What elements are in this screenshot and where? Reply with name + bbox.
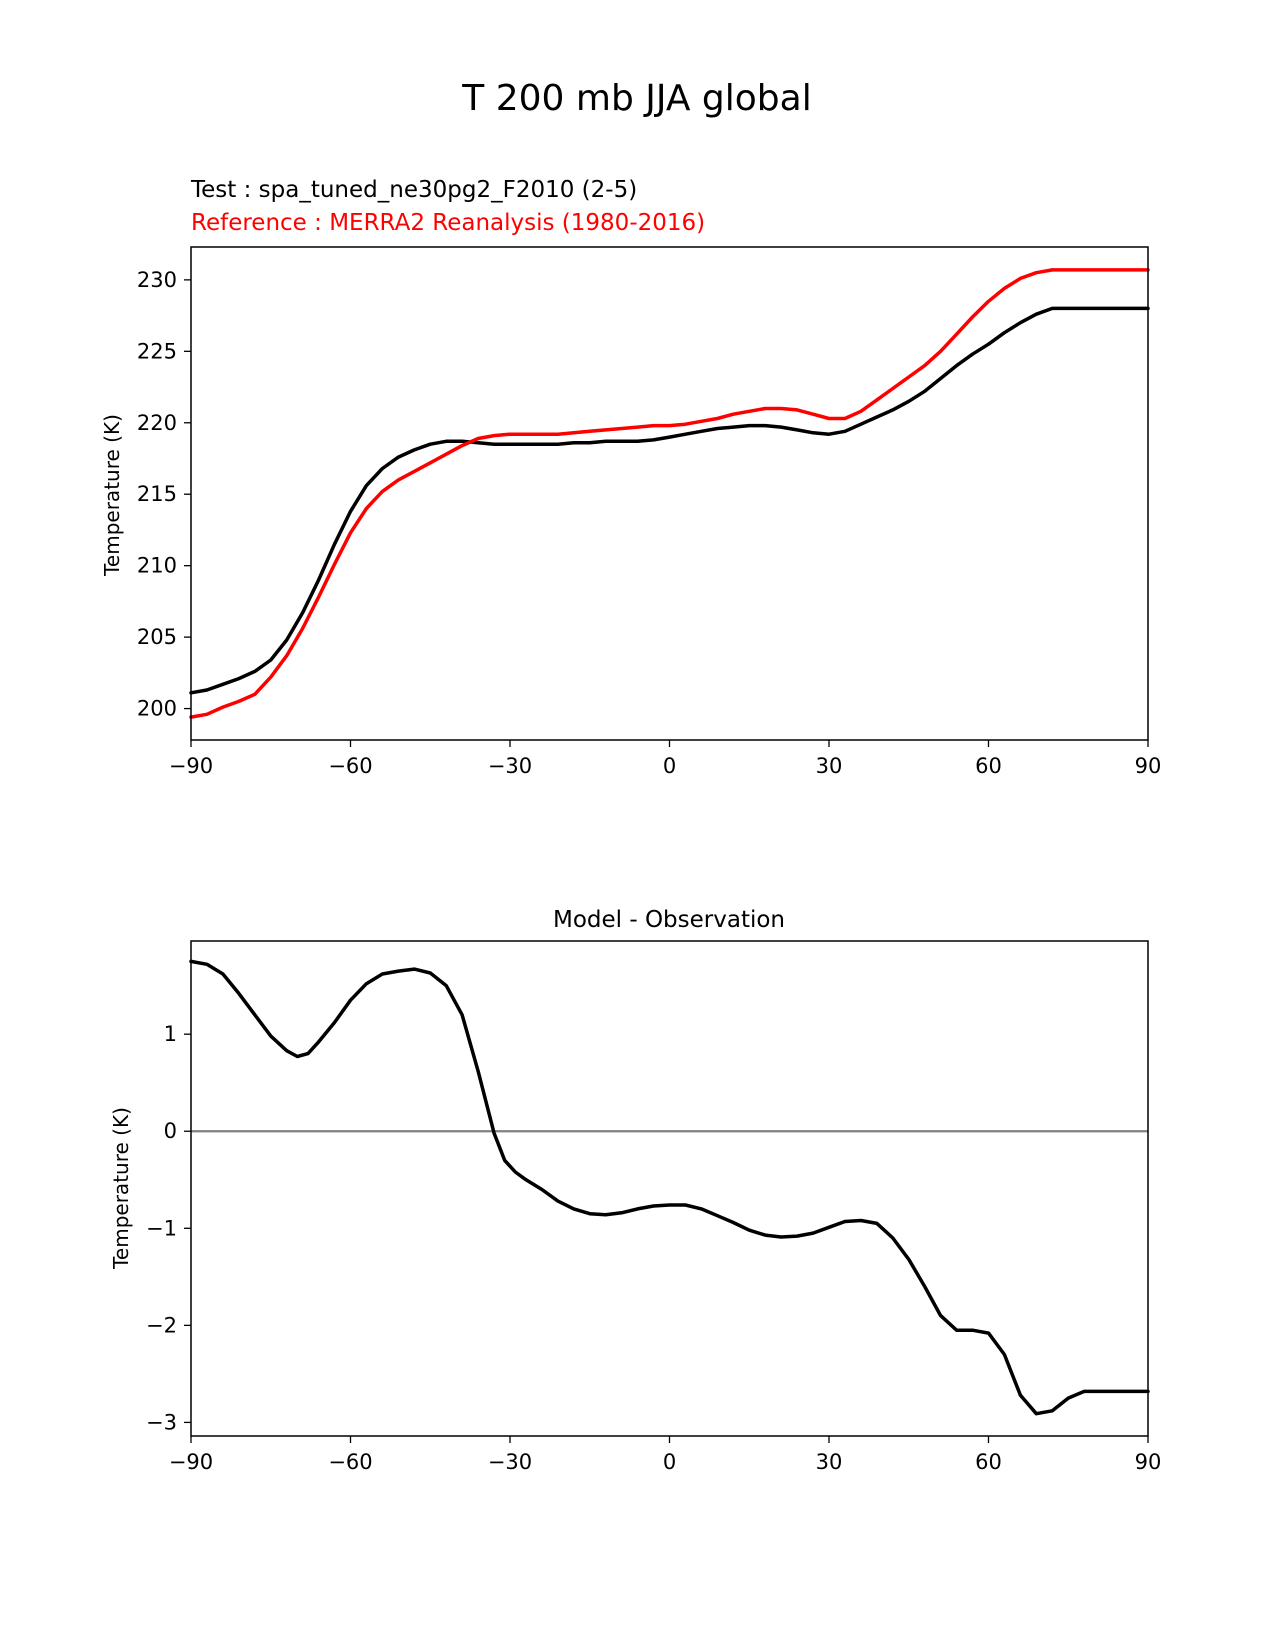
top-panel-y-tick-label: 220	[137, 411, 177, 435]
bottom-panel: Model - Observation Temperature (K) −90 −…	[109, 907, 1161, 1474]
top-panel-x-tick-label: 0	[663, 754, 676, 778]
top-panel-x-tick-label: 90	[1135, 754, 1162, 778]
top-panel-x-tick-label: −60	[328, 754, 372, 778]
bottom-panel-series-difference	[189, 959, 1150, 1416]
top-panel: Test : spa_tuned_ne30pg2_F2010 (2-5) Ref…	[100, 177, 1161, 778]
bottom-panel-x-tick-label: 60	[975, 1450, 1002, 1474]
bottom-panel-x-tick-label: −30	[488, 1450, 532, 1474]
top-panel-y-axis-label: Temperature (K)	[100, 414, 124, 577]
bottom-panel-x-tick-label: −60	[328, 1450, 372, 1474]
bottom-panel-x-tick-label: 30	[816, 1450, 843, 1474]
top-panel-reference-title: Reference : MERRA2 Reanalysis (1980-2016…	[191, 210, 705, 236]
bottom-panel-y-tick-label: −2	[146, 1313, 177, 1337]
top-panel-y-tick-label: 200	[137, 697, 177, 721]
top-panel-x-tick-label: −30	[488, 754, 532, 778]
bottom-panel-x-tick-label: −90	[169, 1450, 213, 1474]
top-panel-y-tick-label: 205	[137, 625, 177, 649]
bottom-panel-y-tick-label: −3	[146, 1410, 177, 1434]
bottom-panel-y-tick-label: −1	[146, 1216, 177, 1240]
bottom-panel-frame	[190, 940, 1149, 1437]
top-panel-x-tick-label: −90	[169, 754, 213, 778]
bottom-panel-x-tick-label: 90	[1135, 1450, 1162, 1474]
top-panel-y-tick-label: 210	[137, 554, 177, 578]
top-panel-x-tick-label: 30	[816, 754, 843, 778]
bottom-panel-x-tick-label: 0	[663, 1450, 676, 1474]
bottom-panel-title: Model - Observation	[553, 907, 785, 933]
top-panel-series-reference	[189, 268, 1150, 719]
top-panel-y-tick-label: 230	[137, 268, 177, 292]
figure-title: T 200 mb JJA global	[461, 78, 811, 119]
top-panel-frame	[190, 246, 1149, 741]
bottom-panel-y-axis-label: Temperature (K)	[109, 1107, 133, 1270]
top-panel-test-title: Test : spa_tuned_ne30pg2_F2010 (2-5)	[190, 177, 637, 203]
top-panel-x-tick-label: 60	[975, 754, 1002, 778]
top-panel-series-test	[189, 306, 1150, 695]
bottom-panel-y-tick-label: 1	[164, 1022, 177, 1046]
bottom-panel-y-tick-label: 0	[164, 1119, 177, 1143]
top-panel-y-tick-label: 225	[137, 339, 177, 363]
top-panel-y-tick-label: 215	[137, 482, 177, 506]
